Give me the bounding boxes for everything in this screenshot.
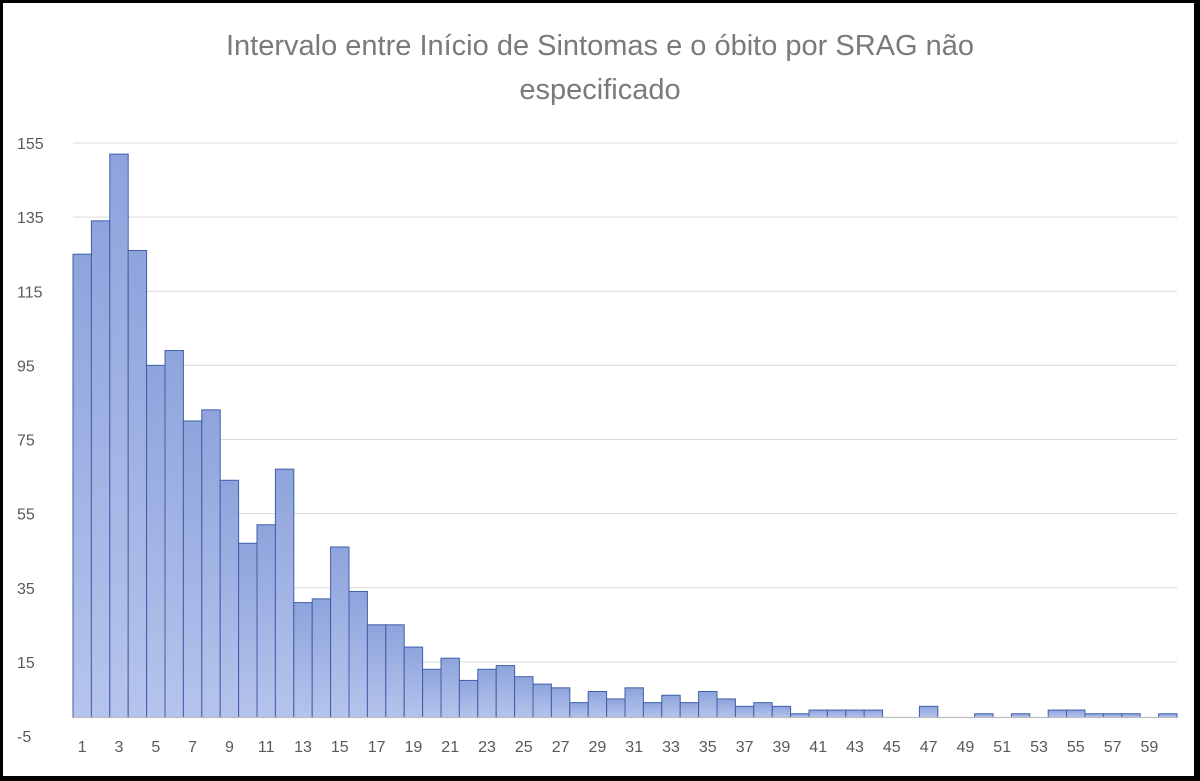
y-tick-label: 15 (17, 655, 35, 672)
bar-6 (164, 350, 184, 718)
bar-39 (771, 705, 792, 718)
x-tick-label: 33 (662, 739, 680, 756)
bar-21 (440, 657, 460, 718)
x-tick-label: 31 (625, 739, 643, 756)
y-axis-ticks: -5 15 35 55 75 95 115 135 155 (17, 136, 44, 746)
y-tick-label: 35 (17, 581, 35, 598)
bar-28 (569, 702, 589, 718)
chart-title-line-1: Intervalo entre Início de Sintomas e o ó… (226, 30, 974, 62)
x-tick-label: 17 (368, 739, 386, 756)
bar-54 (1047, 709, 1068, 718)
x-tick-label: 23 (478, 739, 496, 756)
bar-4 (127, 249, 148, 718)
x-tick-label: 59 (1141, 739, 1159, 756)
x-tick-label: 3 (115, 739, 124, 756)
x-tick-label: 53 (1030, 739, 1048, 756)
bar-30 (606, 698, 626, 718)
bar-55 (1066, 709, 1086, 718)
bar-12 (274, 468, 295, 718)
chart-title-line-2: especificado (519, 74, 681, 106)
bar-33 (661, 694, 681, 718)
x-tick-label: 49 (957, 739, 975, 756)
bar-32 (642, 702, 663, 718)
x-tick-label: 29 (589, 739, 607, 756)
bar-9 (219, 479, 240, 718)
x-tick-label: 9 (225, 739, 234, 756)
bar-44 (863, 709, 884, 718)
bar-24 (495, 665, 516, 718)
x-tick-label: 13 (294, 739, 312, 756)
bar-14 (311, 598, 332, 718)
x-tick-label: 55 (1067, 739, 1085, 756)
y-tick-label: 55 (17, 507, 35, 524)
x-tick-label: 51 (993, 739, 1011, 756)
bar-27 (550, 687, 571, 718)
y-tick-label: 155 (17, 136, 44, 153)
x-tick-label: 15 (331, 739, 349, 756)
bar-29 (587, 691, 608, 718)
bar-34 (679, 702, 700, 718)
bar-3 (109, 153, 129, 718)
x-tick-label: 1 (78, 739, 87, 756)
bar-41 (808, 709, 828, 718)
bar-23 (477, 668, 497, 718)
bars (72, 153, 1178, 718)
x-tick-label: 37 (736, 739, 754, 756)
bar-31 (624, 687, 644, 718)
bar-37 (734, 705, 755, 718)
bar-35 (698, 691, 718, 718)
y-tick-label: 95 (17, 358, 35, 375)
bar-47 (918, 705, 939, 718)
x-tick-label: 27 (552, 739, 570, 756)
bar-16 (348, 590, 368, 718)
x-tick-label: 57 (1104, 739, 1122, 756)
x-tick-label: 41 (809, 739, 827, 756)
bar-10 (238, 542, 258, 718)
bar-8 (201, 409, 221, 718)
y-tick-label: 115 (17, 284, 43, 301)
x-tick-label: 19 (405, 739, 423, 756)
x-tick-label: 21 (441, 739, 459, 756)
bar-15 (330, 546, 350, 718)
bar-25 (514, 676, 534, 718)
x-tick-label: 11 (258, 739, 275, 756)
x-tick-label: 39 (773, 739, 791, 756)
bar-19 (403, 646, 424, 718)
bar-38 (753, 702, 773, 718)
x-tick-label: 25 (515, 739, 533, 756)
bar-26 (532, 683, 552, 718)
x-tick-label: 47 (920, 739, 938, 756)
bar-22 (458, 679, 479, 718)
bar-17 (366, 624, 387, 718)
x-tick-label: 5 (151, 739, 160, 756)
x-tick-label: 7 (188, 739, 197, 756)
y-tick-label: -5 (17, 729, 31, 746)
bar-2 (90, 220, 111, 718)
x-tick-label: 35 (699, 739, 717, 756)
bar-5 (146, 364, 166, 718)
bar-18 (385, 624, 405, 718)
bar-43 (845, 709, 865, 718)
bar-42 (826, 709, 847, 718)
bar-7 (182, 420, 203, 718)
x-tick-label: 45 (883, 739, 901, 756)
x-tick-label: 43 (846, 739, 864, 756)
bar-1 (72, 253, 92, 718)
bar-20 (422, 668, 442, 718)
bar-36 (716, 698, 736, 718)
bar-11 (256, 524, 276, 718)
x-axis-ticks: 1 3 5 7 9 11 13 15 17 19 21 23 25 27 29 31 33 35 37 39 41 43 4… (78, 739, 1159, 756)
chart-title: Intervalo entre Início de Sintomas e o ó… (0, 24, 1200, 112)
bar-13 (293, 602, 313, 718)
y-tick-label: 75 (17, 433, 35, 450)
y-tick-label: 135 (17, 210, 44, 227)
